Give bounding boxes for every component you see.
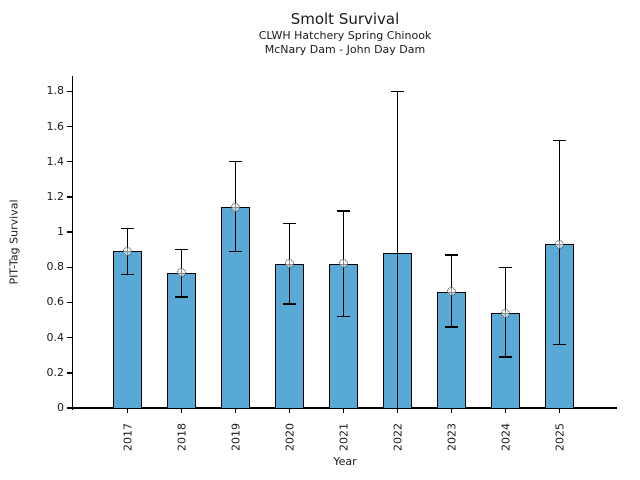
point-marker-2024 [501,308,510,318]
y-tick-label-0.4: 0.4 [46,330,65,344]
y-tick-0.4 [66,336,72,339]
chart-title: Smolt Survival [290,10,400,28]
error-cap-high-2019 [229,160,242,163]
y-tick-0.2 [66,372,72,374]
point-marker-2025 [555,239,564,249]
x-tick-label-2022: 2022 [391,423,404,451]
y-tick-label-1.6: 1.6 [46,119,65,133]
x-tick-label-2025: 2025 [553,423,566,451]
x-tick-2020 [288,408,291,413]
x-tick-2019 [234,408,237,413]
error-cap-high-2022 [391,90,404,93]
error-cap-low-2023 [445,326,458,328]
point-marker-2023 [447,287,456,297]
error-cap-low-2025 [553,343,566,346]
y-tick-1 [66,231,72,233]
y-tick-1.4 [66,160,72,163]
chart-subtitle-line2: McNary Dam - John Day Dam [264,42,426,56]
title-block: Smolt Survival CLWH Hatchery Spring Chin… [73,10,617,56]
y-tick-1.6 [66,125,72,128]
point-marker-2017 [123,246,132,256]
x-tick-label-2021: 2021 [337,423,350,451]
error-cap-high-2017 [121,227,134,230]
y-tick-label-0.8: 0.8 [46,260,65,274]
error-cap-low-2019 [229,250,242,253]
y-tick-0 [66,407,72,409]
x-tick-2018 [180,408,183,413]
point-marker-2020 [285,259,294,269]
error-cap-high-2018 [175,248,188,251]
x-tick-2023 [450,408,453,413]
error-cap-low-2017 [121,273,134,276]
y-tick-label-1.2: 1.2 [46,189,65,203]
error-cap-low-2020 [283,303,296,305]
bar-2017 [113,251,142,408]
y-tick-label-0: 0 [57,401,64,414]
y-axis-spine [71,76,73,410]
x-tick-2024 [504,408,507,413]
x-tick-label-2019: 2019 [229,423,242,451]
x-tick-label-2024: 2024 [499,423,512,451]
error-cap-low-2024 [499,356,512,358]
y-tick-0.8 [66,266,72,269]
error-cap-high-2023 [445,254,458,256]
error-cap-low-2018 [175,296,188,298]
point-marker-2019 [231,202,240,212]
error-line-2022 [396,91,399,408]
x-tick-label-2020: 2020 [283,423,296,451]
x-tick-2022 [396,408,399,413]
y-tick-1.8 [66,90,72,93]
x-tick-2021 [342,408,345,413]
y-tick-label-0.2: 0.2 [46,365,65,379]
y-tick-label-1.4: 1.4 [46,154,65,168]
point-marker-2021 [339,259,348,269]
y-tick-0.6 [66,301,72,304]
error-cap-low-2021 [337,315,350,318]
point-marker-2018 [177,268,186,278]
chart-subtitle-line1: CLWH Hatchery Spring Chinook [258,28,432,42]
x-tick-label-2018: 2018 [175,423,188,451]
x-tick-label-2017: 2017 [121,423,134,451]
x-tick-label-2023: 2023 [445,423,458,451]
bar-2020 [275,263,304,408]
error-cap-high-2021 [337,210,350,212]
error-cap-high-2025 [553,139,566,142]
x-axis-spine [71,407,617,409]
x-tick-2017 [126,408,129,413]
error-cap-high-2020 [283,222,296,225]
y-tick-label-0.6: 0.6 [46,295,65,309]
x-tick-2025 [558,408,561,413]
y-tick-label-1.8: 1.8 [46,84,65,98]
error-cap-high-2024 [499,266,512,269]
y-axis-label: PIT-Tag Survival [7,199,21,285]
x-axis-label: Year [333,455,357,468]
y-tick-1.2 [66,196,72,198]
y-tick-label-1: 1 [57,225,64,239]
